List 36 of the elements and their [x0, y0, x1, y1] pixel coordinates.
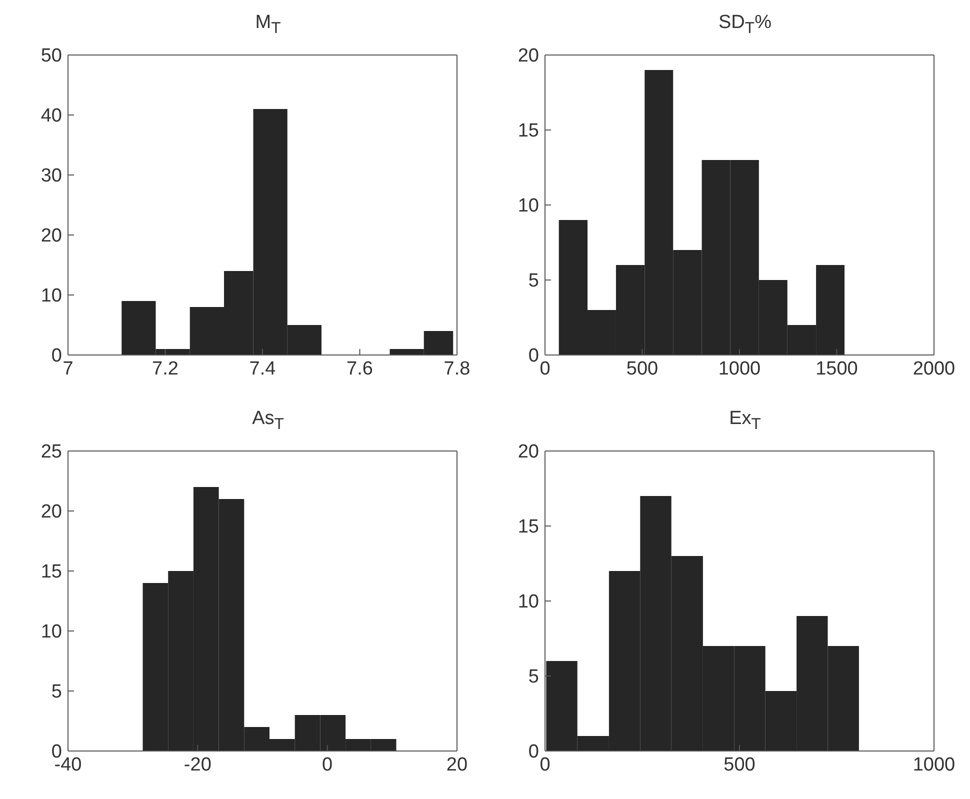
y-tick-label: 20	[40, 502, 62, 523]
y-tick-label: 10	[40, 286, 62, 307]
chart-title: SD$_{T}$%	[718, 11, 772, 39]
y-tick-label: 40	[40, 106, 62, 127]
x-tick-label: 1500	[816, 358, 858, 380]
y-tick-label: 15	[518, 120, 539, 142]
y-tick-label: 15	[40, 562, 62, 583]
chart-title: M$_{T}$	[254, 11, 282, 39]
y-tick-label: 20	[518, 442, 539, 463]
x-tick-label: 7.4	[249, 358, 276, 380]
x-tick-label: 1000	[912, 754, 956, 776]
x-tick-label: 7.6	[346, 358, 373, 380]
y-tick-label: 25	[40, 442, 62, 463]
x-tick-label: 0	[322, 754, 333, 776]
x-tick-label: -20	[184, 754, 212, 776]
y-tick-label: 10	[40, 622, 62, 643]
y-tick-label: 50	[40, 46, 62, 67]
chart-title: As$_{T}$	[251, 407, 285, 435]
y-tick-label: 5	[51, 682, 62, 703]
y-tick-label: 10	[518, 196, 539, 217]
x-tick-label: 7.2	[152, 358, 178, 380]
y-tick-label: 10	[518, 592, 539, 613]
x-tick-label: 1000	[718, 358, 761, 380]
x-tick-label: 500	[724, 754, 756, 776]
x-tick-label: 2000	[912, 358, 956, 380]
chart-title: Ex$_{T}$	[728, 407, 762, 435]
x-tick-label: 7	[62, 358, 74, 380]
x-tick-label: 20	[446, 754, 468, 776]
y-tick-label: 5	[528, 666, 539, 688]
y-tick-label: 30	[40, 166, 62, 187]
x-tick-label: 7.8	[444, 358, 470, 380]
y-tick-label: 20	[518, 46, 539, 67]
x-tick-label: 500	[626, 358, 658, 380]
y-tick-label: 20	[40, 226, 62, 247]
y-tick-label: 5	[528, 270, 539, 292]
y-tick-label: 15	[518, 516, 539, 538]
